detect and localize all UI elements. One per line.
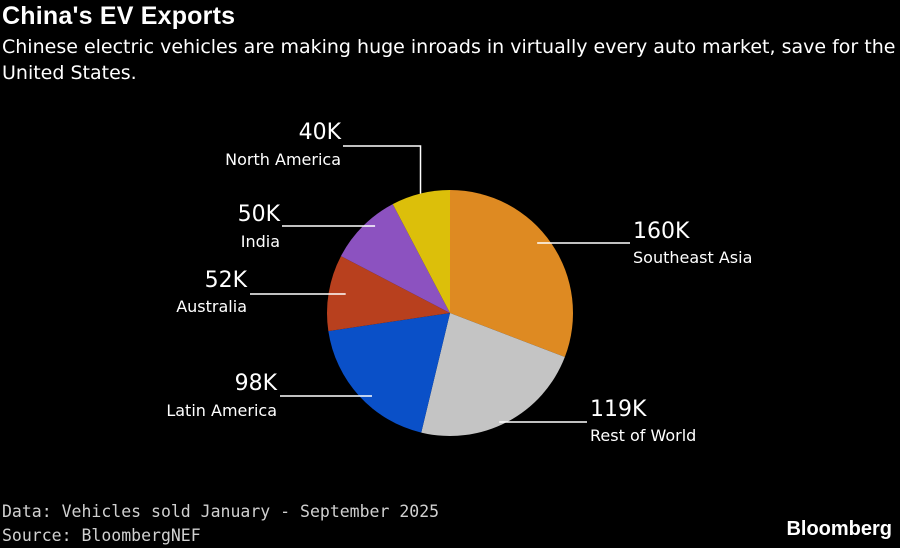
slice-category-label: North America [225, 150, 341, 169]
leader-lines [250, 145, 630, 423]
slice-value-label: 160K [633, 219, 690, 244]
chart-title: China's EV Exports [2, 2, 236, 30]
pie-slices [327, 189, 574, 436]
data-note: Data: Vehicles sold January - September … [2, 502, 440, 521]
pie-slice-australia [327, 256, 450, 332]
slice-category-label: Australia [176, 297, 247, 316]
slice-value-label: 52K [205, 268, 248, 293]
pie-slice-north-america [392, 190, 450, 313]
slice-category-label: Latin America [166, 401, 277, 420]
slice-value-label: 119K [590, 397, 647, 422]
slice-value-label: 50K [238, 202, 281, 227]
pie-slice-southeast-asia [450, 189, 574, 358]
source-note: Source: BloombergNEF [2, 526, 201, 545]
slice-category-label: Southeast Asia [633, 248, 752, 267]
pie-slice-latin-america [328, 313, 450, 433]
slice-value-label: 98K [235, 371, 278, 396]
slice-value-label: 40K [299, 120, 342, 145]
slice-category-label: India [241, 232, 280, 251]
chart-footer: Data: Vehicles sold January - September … [2, 500, 439, 548]
slice-category-label: Rest of World [590, 426, 696, 445]
leader-line [343, 145, 422, 194]
slice-labels: 160K Southeast Asia 119K Rest of World 98K La… [166, 120, 752, 445]
chart-subtitle: Chinese electric vehicles are making hug… [2, 36, 896, 84]
pie-slice-india [340, 204, 450, 313]
pie-slice-rest-of-world [421, 313, 565, 436]
bloomberg-logo: Bloomberg [786, 518, 892, 540]
